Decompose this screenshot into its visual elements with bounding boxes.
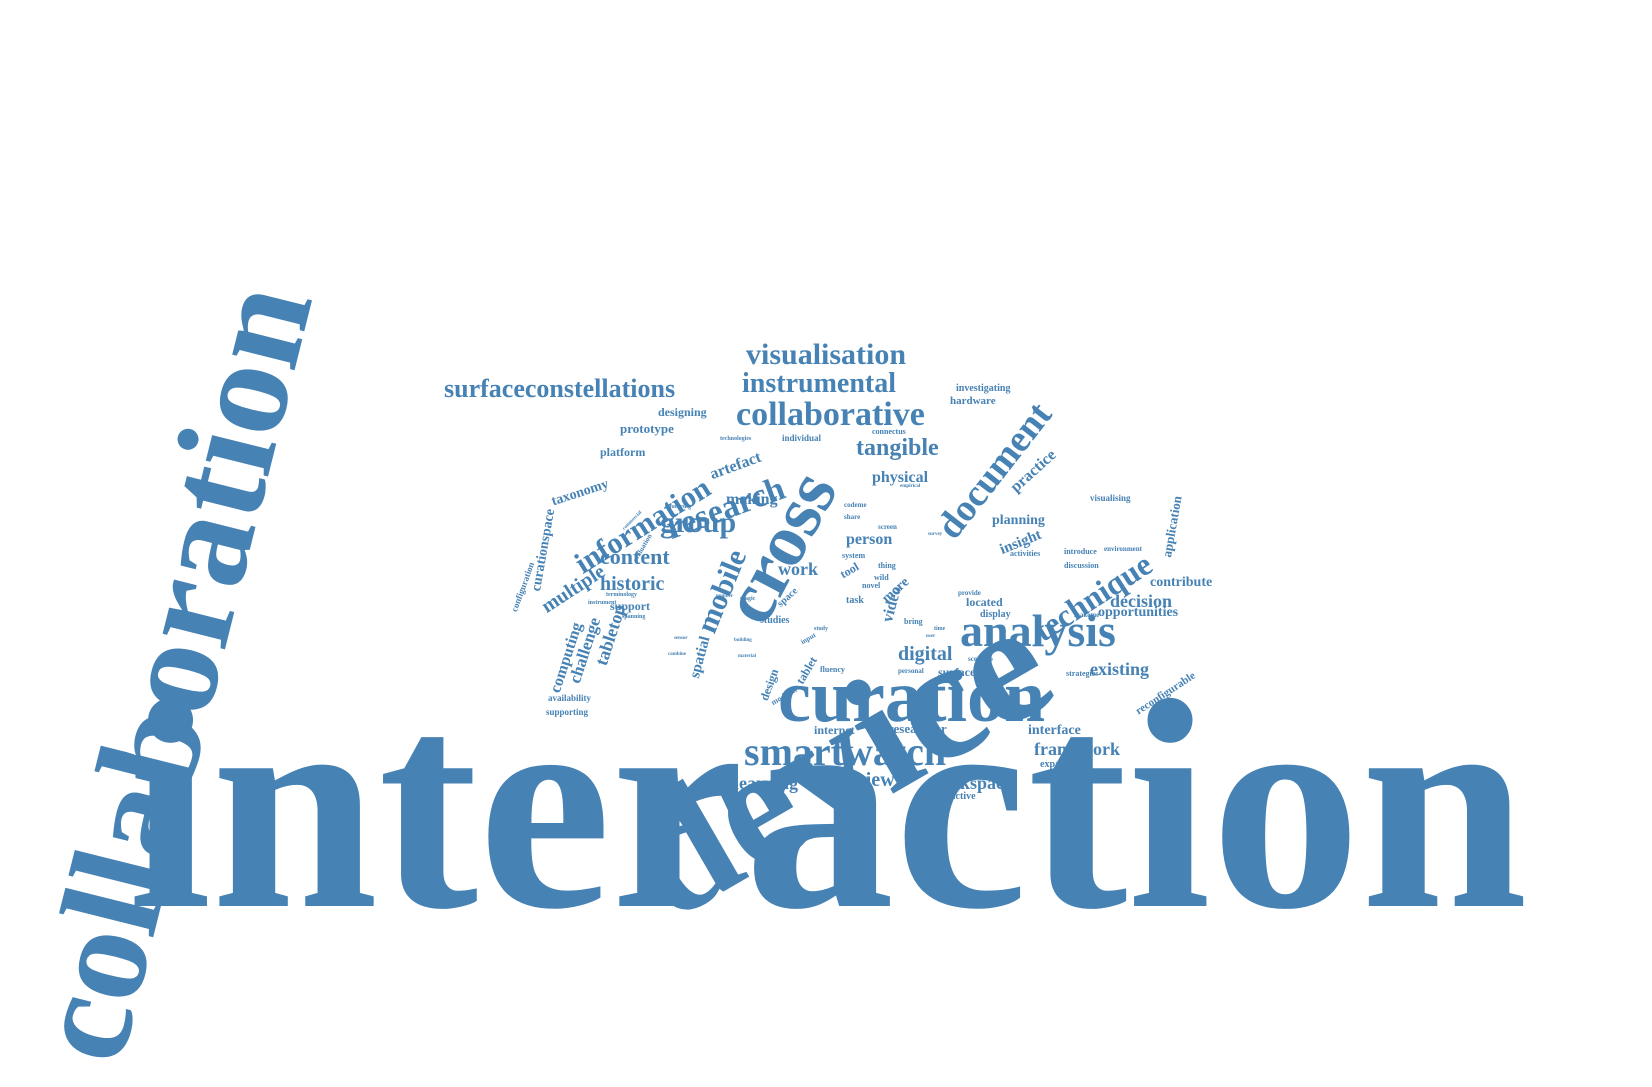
word-planning: planning [992, 513, 1045, 528]
word-bring: bring [904, 617, 923, 626]
word-existing: existing [1090, 659, 1150, 679]
word-time: time [934, 626, 946, 632]
word-framework: framework [1034, 739, 1120, 759]
word-tool: tool [837, 559, 862, 582]
word-person: person [846, 531, 893, 548]
word-taxonomy: taxonomy [549, 476, 611, 510]
word-researcher: researcher [888, 721, 947, 736]
word-curationspace: curationspace [529, 507, 559, 593]
word-makeme: makeme [1074, 611, 1100, 619]
word-strategies: strategies [1066, 669, 1099, 678]
word-system: system [842, 551, 866, 560]
word-screen: screen [878, 523, 897, 531]
word-making: making [726, 491, 778, 508]
word-workspace: workspace [930, 773, 1012, 793]
word-analysis: analysis [960, 605, 1116, 656]
word-display: display [980, 609, 1011, 620]
word-opportunities: opportunities [1098, 605, 1179, 620]
word-work: work [778, 559, 818, 579]
word-internet: internet [814, 723, 855, 737]
word-overview: overview [818, 769, 895, 791]
word-personal: personal [898, 667, 924, 675]
word-combine: combine [668, 652, 687, 657]
word-empirical: empirical [900, 484, 921, 489]
word-task: task [846, 595, 864, 606]
word-historic: historic [600, 573, 665, 595]
word-collaborative: collaborative [736, 396, 925, 433]
word-availability: availability [548, 693, 592, 703]
word-codeme: codeme [844, 501, 867, 509]
word-sensor: sensor [674, 636, 688, 641]
word-content: content [600, 544, 670, 569]
word-designing: designing [658, 405, 707, 419]
word-digital: digital [898, 643, 953, 665]
word-instrument: instrument [588, 600, 617, 606]
word-physical: physical [872, 469, 929, 486]
word-decision: decision [1110, 591, 1173, 611]
word-application: application [1159, 494, 1185, 559]
word-interactive: interactive [930, 791, 976, 802]
word-introduce: introduce [1064, 547, 1097, 556]
word-technologies: technologies [720, 436, 752, 442]
word-expanding: expanding [1040, 759, 1085, 770]
word-support: support [610, 599, 651, 613]
word-connectus: connectus [872, 427, 906, 436]
word-understanding: understanding [680, 785, 737, 795]
word-multiple: multiple [537, 560, 610, 618]
word-smartwatch: smartwatch [744, 729, 947, 774]
word-share: share [844, 513, 861, 521]
word-hardware: hardware [950, 395, 996, 407]
word-interaction: interaction [128, 639, 1528, 971]
word-contribute: contribute [1150, 575, 1213, 590]
word-querying: querying [668, 504, 692, 510]
word-instrumental: instrumental [742, 368, 896, 399]
word-individual: individual [782, 433, 822, 443]
word-wild: wild [874, 573, 889, 582]
word-activities: activities [1010, 549, 1041, 558]
word-material: material [738, 654, 757, 659]
word-visualising: visualising [1090, 493, 1131, 503]
word-investigating: investigating [956, 383, 1011, 394]
word-learning: learning [734, 773, 799, 793]
word-group: group [660, 506, 737, 539]
word-surfaceconstellations: surfaceconstellations [444, 374, 676, 403]
word-scenario: scenario [968, 655, 993, 663]
word-user: user [926, 634, 936, 639]
word-studies: studies [760, 615, 790, 626]
word-fluency: fluency [820, 665, 845, 674]
word-located: located [966, 595, 1003, 609]
word-thing: thing [878, 561, 896, 570]
word-interface: interface [1028, 723, 1081, 738]
word-curation: curation [778, 656, 1046, 738]
word-spanning: spanning [622, 614, 646, 620]
word-surface: surface [938, 665, 976, 679]
word-magic: magic [740, 596, 756, 602]
word-number: number [716, 594, 733, 599]
word-environment: environment [1104, 545, 1142, 553]
word-building: building [734, 638, 752, 643]
word-platform: platform [600, 445, 646, 459]
word-prototype: prototype [620, 421, 674, 436]
word-discussion: discussion [1064, 561, 1099, 570]
word-novel: novel [862, 581, 881, 590]
word-terminology: terminology [606, 592, 637, 598]
word-provide: provide [958, 589, 981, 597]
word-supporting: supporting [546, 707, 589, 717]
word-tangible: tangible [856, 435, 939, 461]
word-survey: survey [928, 532, 943, 537]
word-visualisation: visualisation [746, 338, 907, 371]
word-study: study [814, 626, 829, 632]
